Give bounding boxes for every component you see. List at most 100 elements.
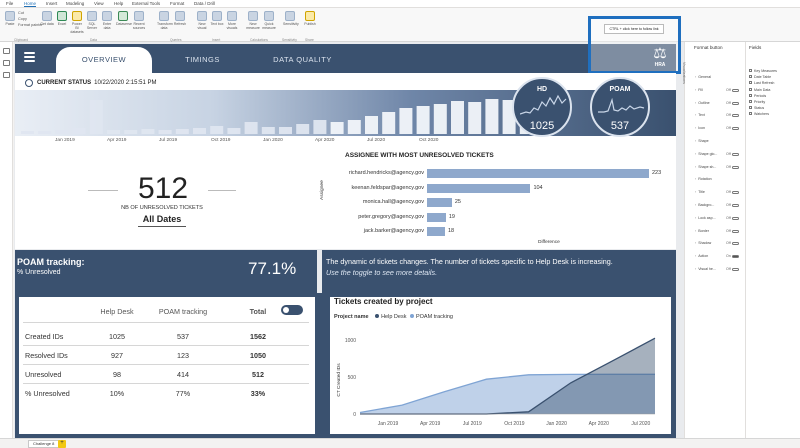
format-section[interactable]: › Shape glo... Off — [695, 152, 743, 158]
database-icon — [42, 11, 52, 21]
field-table-item[interactable]: Last Refresh — [749, 81, 797, 85]
table-cell: Unresolved — [25, 370, 62, 379]
get-data-button[interactable]: Get data — [40, 11, 54, 26]
power-bi-datasets-button[interactable]: Power BI datasets — [70, 11, 84, 34]
transform-data-button[interactable]: Transform data — [157, 11, 173, 30]
assignee-bar[interactable] — [427, 227, 445, 236]
new-visual-button[interactable]: New visual — [195, 11, 209, 30]
field-table-item[interactable]: Date Table — [749, 75, 797, 79]
format-section[interactable]: › Visual he... Off — [695, 267, 743, 273]
legend-poam-tracking[interactable]: POAM tracking — [415, 314, 453, 320]
toggle-switch[interactable] — [732, 216, 739, 220]
toggle-switch[interactable] — [732, 88, 739, 92]
assignee-bar[interactable] — [427, 212, 446, 222]
details-toggle[interactable] — [281, 305, 303, 315]
format-section[interactable]: › Action On — [695, 254, 743, 260]
toggle-switch[interactable] — [732, 114, 739, 118]
format-section[interactable]: › Shape — [695, 139, 743, 145]
format-section[interactable]: › Text Off — [695, 113, 743, 119]
new-measure-button[interactable]: New measure — [246, 11, 260, 30]
format-section[interactable]: › Fill Off — [695, 88, 743, 94]
visualizations-pane-collapsed[interactable]: Visualizations — [682, 42, 690, 438]
page-tab[interactable]: Challenge 8 — [28, 440, 60, 448]
format-section[interactable]: › Lock asp... Off — [695, 216, 743, 222]
tickets-area-chart[interactable]: CT Created IDs 0 500 1000 Jan 2019 Apr 2019 Ju… — [330, 320, 671, 434]
ribbon-tab-data-drill[interactable]: Data / Drill — [194, 1, 216, 6]
toggle-switch[interactable] — [732, 268, 739, 271]
format-section[interactable]: › Shape sh... Off — [695, 165, 743, 171]
format-section[interactable]: › Shadow Off — [695, 241, 743, 247]
table-cell: 414 — [177, 370, 189, 379]
ribbon-tab-format[interactable]: Format — [170, 1, 185, 6]
date-filter-label[interactable]: All Dates — [142, 214, 182, 224]
publish-button[interactable]: Publish — [303, 11, 317, 26]
data-view-icon[interactable] — [3, 60, 10, 66]
timeline-bar-chart[interactable] — [15, 90, 676, 136]
ribbon-tab-insert[interactable]: Insert — [46, 1, 58, 6]
format-section[interactable]: › Border Off — [695, 229, 743, 235]
toggle-switch[interactable] — [732, 101, 739, 105]
assignee-bar[interactable] — [427, 198, 452, 207]
field-table-item[interactable]: Status — [749, 106, 797, 110]
assignee-bar[interactable] — [427, 183, 531, 193]
menu-icon[interactable] — [24, 52, 35, 62]
sql-server-button[interactable]: SQL Server — [85, 11, 99, 30]
field-table-item[interactable]: Main Data — [749, 87, 797, 92]
toggle-switch[interactable] — [732, 127, 739, 131]
ribbon-tab-external-tools[interactable]: External Tools — [132, 1, 161, 6]
assignee-bar[interactable] — [427, 169, 649, 178]
format-section[interactable]: › Backgro... Off — [695, 203, 743, 209]
ribbon-tab-help[interactable]: Help — [114, 1, 124, 6]
add-page-button[interactable]: + — [58, 440, 66, 448]
field-table-item[interactable]: Watchers — [749, 112, 797, 116]
format-section[interactable]: › Title Off — [695, 190, 743, 196]
text-box-button[interactable]: Text box — [210, 11, 224, 26]
field-table-item[interactable]: Key Measures — [749, 69, 797, 73]
insight-hint: Use the toggle to see more details. — [326, 268, 438, 277]
toggle-switch[interactable] — [732, 229, 739, 233]
format-section[interactable]: › General — [695, 75, 743, 81]
toggle-switch[interactable] — [732, 242, 739, 246]
toggle-switch[interactable] — [732, 204, 739, 207]
tab-overview[interactable]: OVERVIEW — [56, 47, 152, 73]
toggle-switch[interactable] — [732, 152, 739, 156]
format-section[interactable]: › Rotation — [695, 177, 743, 183]
copy-button[interactable]: Copy — [18, 17, 27, 21]
kpi-hd[interactable]: HD 1025 — [512, 77, 572, 137]
toggle-switch[interactable] — [732, 255, 739, 259]
ribbon-tab-modeling[interactable]: Modeling — [66, 1, 85, 6]
dataverse-button[interactable]: Dataverse — [116, 11, 132, 26]
model-view-icon[interactable] — [3, 72, 10, 78]
kpi-poam[interactable]: POAM 537 — [590, 77, 650, 137]
chevron-right-icon: › — [695, 113, 697, 118]
timeline-bar — [21, 131, 34, 134]
more-visuals-button[interactable]: More visuals — [225, 11, 239, 30]
excel-button[interactable]: Excel — [55, 11, 69, 26]
tab-timings[interactable]: TIMINGS — [185, 55, 220, 64]
assignee-value: 18 — [447, 228, 455, 234]
quick-measure-button[interactable]: Quick measure — [262, 11, 276, 30]
ribbon-tab-file[interactable]: File — [6, 1, 14, 6]
format-painter-button[interactable]: Format painter — [18, 23, 43, 27]
table-icon — [749, 87, 752, 91]
ribbon-tab-view[interactable]: View — [94, 1, 104, 6]
field-table-item[interactable]: Priority — [749, 100, 797, 104]
toggle-switch[interactable] — [732, 191, 739, 195]
cut-button[interactable]: Cut — [18, 11, 24, 15]
table-cell: 123 — [177, 351, 189, 360]
ribbon-tab-home[interactable]: Home — [24, 1, 37, 7]
refresh-button[interactable]: Refresh — [173, 11, 187, 26]
format-section[interactable]: › Outline Off — [695, 101, 743, 107]
field-table-label: Date Table — [754, 75, 772, 80]
legend-help-desk[interactable]: Help Desk — [381, 314, 407, 320]
enter-data-button[interactable]: Enter data — [100, 11, 114, 30]
format-section[interactable]: › Icon Off — [695, 126, 743, 132]
paste-button[interactable]: Paste — [3, 11, 17, 26]
toggle-switch[interactable] — [732, 165, 739, 169]
recent-sources-button[interactable]: Recent sources — [132, 11, 146, 30]
sensitivity-button[interactable]: Sensitivity — [283, 11, 299, 26]
tab-data-quality[interactable]: DATA QUALITY — [273, 55, 332, 64]
summary-table-panel — [19, 297, 315, 434]
field-table-item[interactable]: Periods — [749, 93, 797, 98]
report-view-icon[interactable] — [3, 48, 10, 54]
